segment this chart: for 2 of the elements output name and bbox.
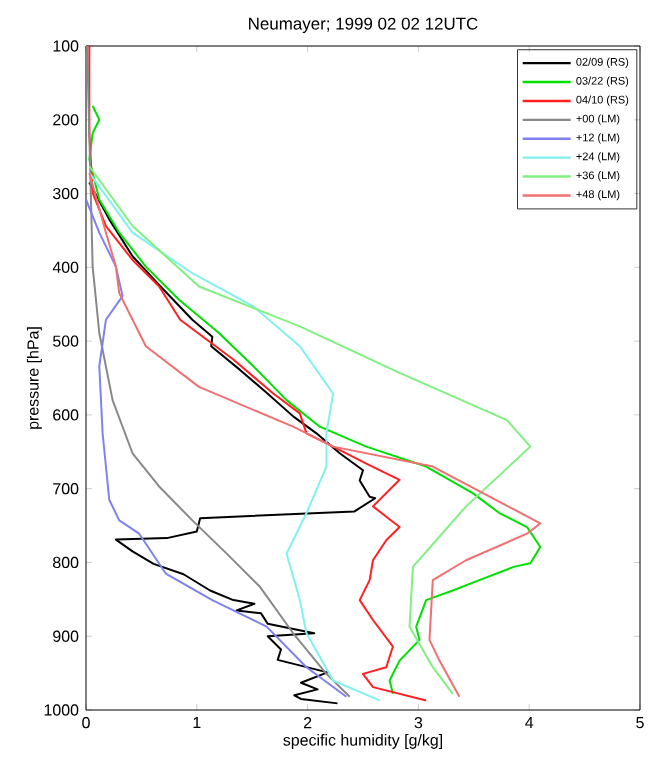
- line-series: [88, 46, 428, 702]
- chart-title: Neumayer; 1999 02 02 12UTC: [249, 17, 478, 33]
